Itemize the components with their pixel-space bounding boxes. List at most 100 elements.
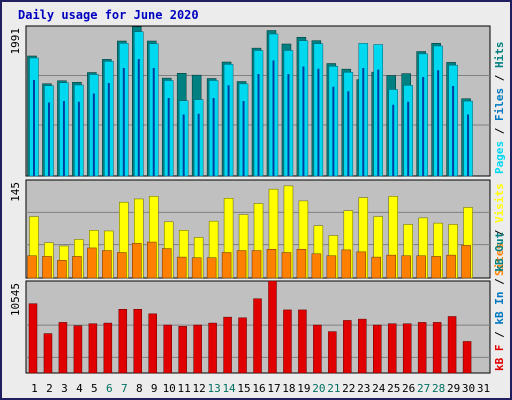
bar-sites xyxy=(191,257,202,279)
bar-kb-f xyxy=(283,309,292,374)
bar-pages xyxy=(287,74,290,176)
x-tick-label: 7 xyxy=(121,382,128,395)
x-tick-label: 5 xyxy=(91,382,98,395)
bar-pages xyxy=(272,60,275,176)
bar-sites xyxy=(117,252,127,279)
x-tick-label: 17 xyxy=(267,382,280,395)
bar-pages xyxy=(47,102,50,176)
bar-pages xyxy=(332,86,335,176)
bar-sites xyxy=(386,254,396,279)
bar-sites xyxy=(146,241,157,279)
bar-kb-f xyxy=(432,322,442,374)
axis-label-segment: kB In xyxy=(493,292,506,325)
panel-max-label: 10545 xyxy=(9,283,22,316)
axis-label-segment: / xyxy=(493,325,506,345)
bar-sites xyxy=(206,257,217,279)
bar-sites xyxy=(326,255,337,279)
bar-kb-f xyxy=(387,323,397,374)
bar-sites xyxy=(132,243,142,279)
x-tick-label: 27 xyxy=(417,382,430,395)
bar-kb-f xyxy=(118,309,128,374)
bar-pages xyxy=(317,68,320,176)
x-tick-label: 9 xyxy=(151,382,158,395)
x-tick-label: 1 xyxy=(31,382,38,395)
bar-pages xyxy=(407,101,410,176)
panel-max-label: 1991 xyxy=(9,28,22,55)
bar-sites xyxy=(371,256,382,279)
bar-pages xyxy=(362,68,365,176)
bar-kb-f xyxy=(343,320,352,374)
bar-kb-f xyxy=(103,322,113,374)
x-tick-label: 28 xyxy=(432,382,445,395)
bar-pages xyxy=(212,98,215,176)
bar-kb-f xyxy=(88,323,98,374)
x-tick-label: 20 xyxy=(312,382,325,395)
bar-kb-f xyxy=(178,326,187,374)
bar-pages xyxy=(197,113,200,176)
x-tick-label: 18 xyxy=(282,382,295,395)
x-tick-label: 26 xyxy=(402,382,415,395)
bar-kb-f xyxy=(417,322,427,374)
bar-kb-f xyxy=(223,316,232,374)
bar-pages xyxy=(92,93,95,176)
axis-label-segment: kB Out xyxy=(493,232,506,272)
bar-sites xyxy=(356,251,367,279)
bar-sites xyxy=(27,255,37,279)
axis-label-segment: kB F xyxy=(493,345,506,372)
bar-pages xyxy=(62,101,65,176)
bar-kb-f xyxy=(298,309,307,374)
bar-sites xyxy=(87,247,97,279)
bar-pages xyxy=(122,68,125,176)
bar-sites xyxy=(341,249,352,279)
x-tick-label: 3 xyxy=(61,382,68,395)
bar-sites xyxy=(281,252,292,279)
x-tick-label: 25 xyxy=(387,382,400,395)
x-axis-tick-labels: 1 2 3 4 5 6 7 8 9 10 11 12 13 14 15 16 17 18 19 20 21 22 23 24 2… xyxy=(31,382,490,395)
panel-max-label: 145 xyxy=(9,182,22,202)
bar-pages xyxy=(167,98,170,176)
bar-pages xyxy=(302,66,305,176)
axis-label-segment: Hits xyxy=(493,42,506,69)
panel-visits-sites: 145 Sites / Visits xyxy=(9,179,506,279)
bar-kb-f xyxy=(163,324,172,374)
x-tick-label: 6 xyxy=(106,382,113,395)
bar-pages xyxy=(452,86,455,176)
bar-kb-f xyxy=(238,317,247,374)
bar-sites xyxy=(102,250,112,279)
bar-sites xyxy=(416,255,426,279)
bar-sites xyxy=(251,250,262,279)
bar-pages xyxy=(152,68,155,176)
bar-kb-f xyxy=(58,322,68,374)
panel-hits-files-pages: 1991 Pages / Files / Hits xyxy=(9,25,506,177)
bar-kb-f xyxy=(193,324,202,374)
bar-kb-f xyxy=(73,325,83,374)
x-tick-label: 29 xyxy=(447,382,460,395)
bar-sites xyxy=(431,256,441,279)
bar-sites xyxy=(161,248,172,279)
x-tick-label: 24 xyxy=(372,382,386,395)
x-tick-label: 21 xyxy=(327,382,340,395)
bar-kb-f xyxy=(28,303,38,374)
bar-pages xyxy=(33,80,35,176)
x-tick-label: 23 xyxy=(357,382,370,395)
bar-kb-f xyxy=(148,313,157,374)
bar-kb-f xyxy=(253,298,262,374)
x-tick-label: 14 xyxy=(222,382,236,395)
x-tick-label: 11 xyxy=(178,382,191,395)
bar-sites xyxy=(446,254,456,279)
x-tick-label: 30 xyxy=(462,382,475,395)
axis-label-segment: / xyxy=(493,272,506,292)
bar-kb-f xyxy=(43,333,53,374)
x-tick-label: 22 xyxy=(342,382,355,395)
bar-pages xyxy=(107,83,110,176)
x-tick-label: 12 xyxy=(193,382,206,395)
x-tick-label: 4 xyxy=(76,382,83,395)
bar-sites xyxy=(236,250,247,279)
panel-axis-label: Sites / Visits xyxy=(493,183,506,276)
x-tick-label: 2 xyxy=(46,382,53,395)
axis-label-segment: Sites xyxy=(493,243,506,276)
bar-kb-f xyxy=(133,309,143,374)
bar-sites xyxy=(461,245,471,279)
bar-kb-f xyxy=(313,324,322,374)
